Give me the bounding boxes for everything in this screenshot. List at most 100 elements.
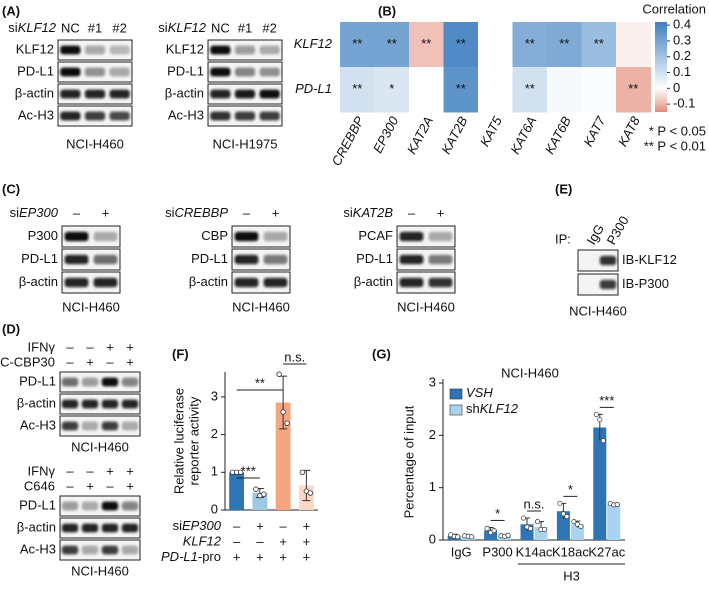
lane-label: – <box>86 339 94 354</box>
cell-line: NCI-H460 <box>232 299 290 314</box>
row-label: PD-L1 <box>191 251 228 266</box>
y-tick-label: 1 <box>429 479 436 494</box>
label: siEP300 <box>10 205 59 220</box>
row-label: PD-L1 <box>295 81 332 96</box>
significance: ** <box>559 36 569 51</box>
chart-title: NCI-H460 <box>501 365 559 380</box>
band <box>259 67 280 77</box>
band <box>60 111 81 121</box>
row-label: β-actin <box>15 85 54 100</box>
heatmap-cell <box>512 22 548 68</box>
band <box>121 545 139 555</box>
lane-label: NC <box>211 20 230 35</box>
heatmap-cell <box>478 67 513 113</box>
band <box>93 231 118 242</box>
colorbar-tick-label: 0.4 <box>673 17 691 32</box>
cell-line: NCI-H460 <box>71 439 129 454</box>
bar <box>607 504 621 540</box>
band <box>428 231 453 242</box>
cell-line: NCI-H460 <box>397 299 455 314</box>
condition-sign: + <box>279 549 287 564</box>
data-point <box>284 420 290 426</box>
gene-name: KLF12 <box>480 401 519 416</box>
lane-label: – <box>106 478 114 493</box>
band <box>93 277 118 288</box>
heatmap-cell <box>616 67 651 113</box>
band <box>399 231 424 242</box>
y-tick-label: 2 <box>429 427 436 442</box>
panel-label: (G) <box>372 346 391 361</box>
band <box>210 67 231 77</box>
panel-label: (E) <box>555 181 572 196</box>
significance: ** <box>628 81 638 96</box>
treatment-label: SGC-CBP30 <box>0 354 55 369</box>
band <box>399 254 424 265</box>
x-tick-label: P300 <box>482 544 512 559</box>
row-label: PCAF <box>358 228 393 243</box>
blot-box <box>61 271 121 294</box>
panel-label: (D) <box>2 321 20 336</box>
heatmap-cell <box>478 22 513 68</box>
note: * P < 0.05 <box>649 123 706 138</box>
band <box>101 545 119 555</box>
band <box>61 545 79 555</box>
cell-line: NCI-H460 <box>71 563 129 578</box>
data-point <box>299 469 306 475</box>
data-point <box>280 409 286 415</box>
data-point <box>600 438 606 444</box>
lane-label: + <box>126 463 134 478</box>
lane-label: NC <box>61 20 80 35</box>
cell-line: NCI-H1975 <box>212 136 277 151</box>
colorbar <box>655 22 667 112</box>
blot-box <box>396 271 456 294</box>
data-point <box>534 519 541 525</box>
band <box>61 523 79 533</box>
significance: ** <box>456 36 466 51</box>
lane-label: – <box>66 478 74 493</box>
band <box>101 421 119 431</box>
bar <box>484 530 498 540</box>
band <box>81 501 99 511</box>
band <box>259 111 280 121</box>
significance: ** <box>456 81 466 96</box>
band <box>234 111 256 121</box>
band <box>61 399 79 409</box>
data-point <box>261 491 267 497</box>
data-point <box>597 417 603 423</box>
band <box>599 255 617 266</box>
band <box>101 399 119 409</box>
significance: * <box>389 81 394 96</box>
lane-label: + <box>106 339 114 354</box>
significance: ** <box>594 36 604 51</box>
data-point <box>614 501 620 507</box>
significance: *** <box>241 463 256 478</box>
row-label: PD-L1 <box>21 251 58 266</box>
heatmap-cell <box>581 67 617 113</box>
condition-sign: + <box>303 534 311 549</box>
panel-label: (F) <box>172 346 189 361</box>
label: KLF12 <box>183 534 222 549</box>
column-label: EP300 <box>370 113 402 155</box>
panel-label: (B) <box>378 3 396 18</box>
band <box>64 277 89 288</box>
ip-label: IP: <box>555 231 571 246</box>
band <box>101 377 119 387</box>
band <box>121 523 139 533</box>
colorbar-tick-label: 0 <box>673 80 680 95</box>
band <box>399 277 424 288</box>
band <box>61 421 79 431</box>
lane-label: – <box>243 205 251 220</box>
row-label: PD-L1 <box>167 63 204 78</box>
gene-name: PD-L1 <box>161 549 198 564</box>
data-point <box>541 526 548 533</box>
row-label: β-actin <box>17 519 56 534</box>
panel-label: (C) <box>2 181 20 196</box>
data-point <box>578 523 584 529</box>
column-label: KAT8 <box>615 113 643 149</box>
band <box>64 231 89 242</box>
data-point <box>276 371 282 377</box>
lane-label: + <box>126 478 134 493</box>
lane-label: – <box>66 463 74 478</box>
band <box>121 501 139 511</box>
significance: ** <box>525 36 535 51</box>
